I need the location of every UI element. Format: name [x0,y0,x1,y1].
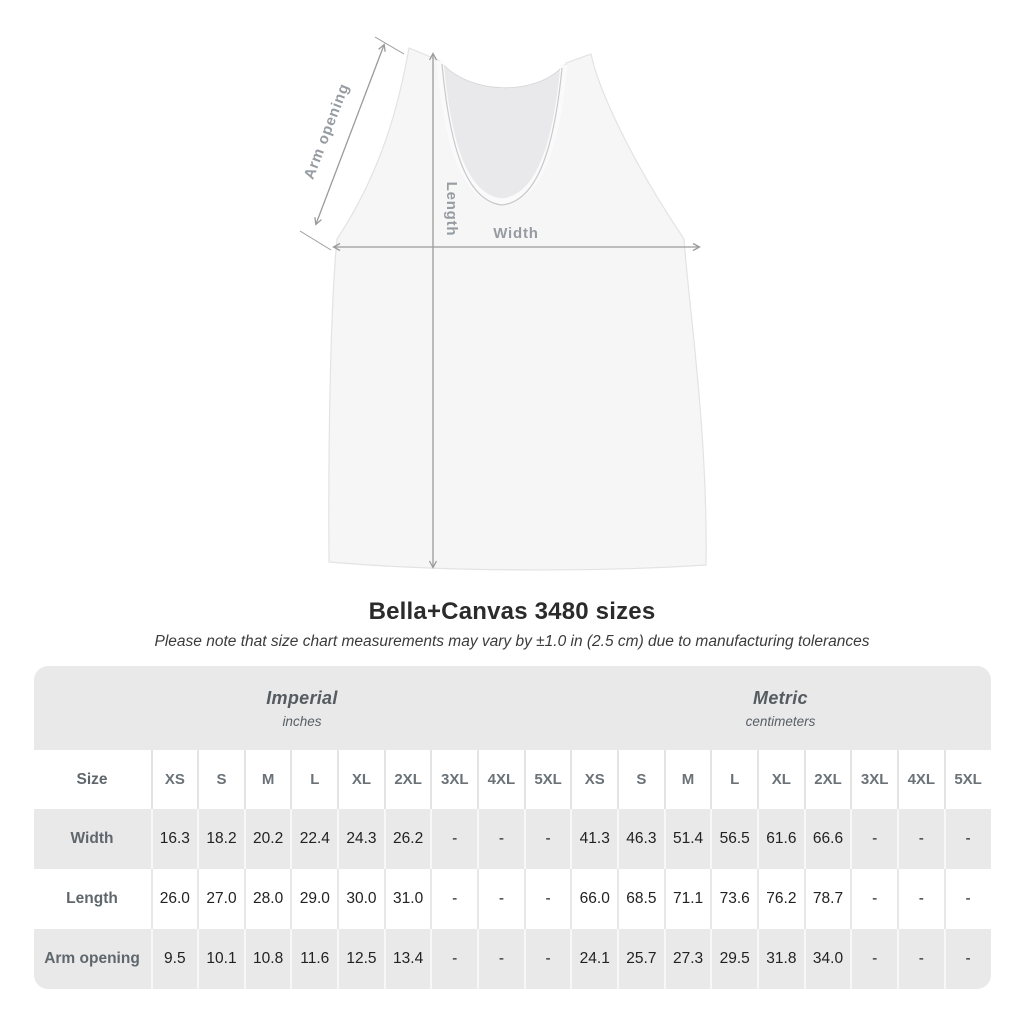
imperial-unit: inches [282,713,322,729]
table-cell: 31.8 [757,929,804,989]
size-header-4xl: 4XL [897,750,944,809]
table-cell: 13.4 [383,929,431,989]
table-cell: 28.0 [243,869,291,929]
size-header-5xl: 5XL [943,750,991,809]
table-cell: - [850,809,897,869]
table-cell: 29.0 [290,869,337,929]
size-header-xl: XL [757,750,804,809]
table-cell: 76.2 [757,869,804,929]
table-cell: - [523,869,571,929]
table-cell: 27.3 [663,929,711,989]
tolerance-note: Please note that size chart measurements… [154,633,870,650]
table-cell: 26.2 [383,809,431,869]
table-cell: 61.6 [757,809,804,869]
table-cell: 24.1 [570,929,617,989]
table-cell: - [897,809,944,869]
table-cell: - [430,869,477,929]
table-cell: 41.3 [570,809,617,869]
table-cell: 51.4 [663,809,711,869]
size-header-m: M [243,750,291,809]
width-label: Width [493,225,539,242]
table-cell: 22.4 [290,809,337,869]
table-cell: 46.3 [617,809,664,869]
table-cell: 31.0 [383,869,431,929]
table-cell: 10.8 [243,929,291,989]
table-cell: 27.0 [197,869,244,929]
page-title: Bella+Canvas 3480 sizes [368,598,656,625]
size-column-header: Size [33,750,151,809]
table-cell: - [897,929,944,989]
size-header-xl: XL [337,750,384,809]
row-label: Width [70,830,114,847]
size-header-xs: XS [570,750,618,809]
table-cell: - [523,929,571,989]
size-header-s: S [197,750,244,809]
table-cell: - [477,929,524,989]
arm-opening-label: Arm opening [301,81,353,182]
table-cell: 29.5 [710,929,757,989]
unit-band-row: Imperial inches Metric centimeters [33,666,991,750]
table-cell: 18.2 [197,809,244,869]
table-cell: - [850,869,897,929]
table-cell: - [943,869,991,929]
imperial-label: Imperial [266,687,338,708]
metric-band: Metric centimeters [570,666,991,750]
table-cell: - [430,809,477,869]
table-row: Length 26.0 27.0 28.0 29.0 30.0 31.0- - -66.0 68.… [33,869,991,929]
size-header-l: L [290,750,338,809]
table-cell: 16.3 [150,809,198,869]
size-header-s: S [617,750,664,809]
table-cell: - [477,809,524,869]
table-cell: 11.6 [290,929,337,989]
table-cell: - [943,809,991,869]
table-cell: - [897,869,944,929]
size-header-row: Size XS S M L XL 2XL 3XL 4XL 5XL XS S M L XL 2XL 3XL 4XL… [33,750,991,809]
size-header-3xl: 3XL [850,750,897,809]
table-cell: 73.6 [710,869,757,929]
table-cell: 71.1 [663,869,711,929]
length-label: Length [443,182,460,237]
table-cell: 30.0 [337,869,384,929]
table-cell: - [430,929,477,989]
tank-top-diagram: Arm opening Length Width [299,36,707,571]
size-chart-container: Imperial inches Metric centimeters Size … [33,666,991,989]
size-header-m: M [663,750,711,809]
table-cell: 68.5 [617,869,664,929]
size-header-5xl: 5XL [523,750,571,809]
table-cell: 20.2 [243,809,291,869]
size-chart-table: Imperial inches Metric centimeters Size … [33,666,991,989]
table-cell: - [850,929,897,989]
table-cell: 9.5 [150,929,198,989]
table-cell: - [943,929,991,989]
size-header-xs: XS [150,750,198,809]
row-label: Length [66,890,118,907]
table-cell: 24.3 [337,809,384,869]
table-row: Arm opening 9.5 10.1 10.8 11.6 12.5 13.4- - -24.… [33,929,991,989]
measurement-arrows [299,36,701,569]
size-header-2xl: 2XL [803,750,851,809]
arm-opening-arrow [314,43,386,226]
tank-top-shape [328,47,707,571]
table-cell: - [477,869,524,929]
size-header-2xl: 2XL [383,750,431,809]
table-cell: 12.5 [337,929,384,989]
size-header-l: L [710,750,758,809]
table-cell: 56.5 [710,809,757,869]
table-cell: 78.7 [803,869,851,929]
table-cell: 66.6 [803,809,851,869]
metric-unit: centimeters [745,713,816,729]
table-cell: 66.0 [570,869,617,929]
imperial-band: Imperial inches [33,666,571,750]
metric-label: Metric [753,687,808,708]
table-cell: 26.0 [150,869,198,929]
table-cell: - [523,809,571,869]
table-row: Width 16.3 18.2 20.2 22.4 24.3 26.2- - -41.3 46.3… [33,809,991,869]
size-header-3xl: 3XL [430,750,478,809]
table-cell: 25.7 [617,929,664,989]
size-header-4xl: 4XL [477,750,524,809]
table-cell: 10.1 [197,929,244,989]
table-cell: 34.0 [803,929,851,989]
row-label: Arm opening [44,950,140,967]
